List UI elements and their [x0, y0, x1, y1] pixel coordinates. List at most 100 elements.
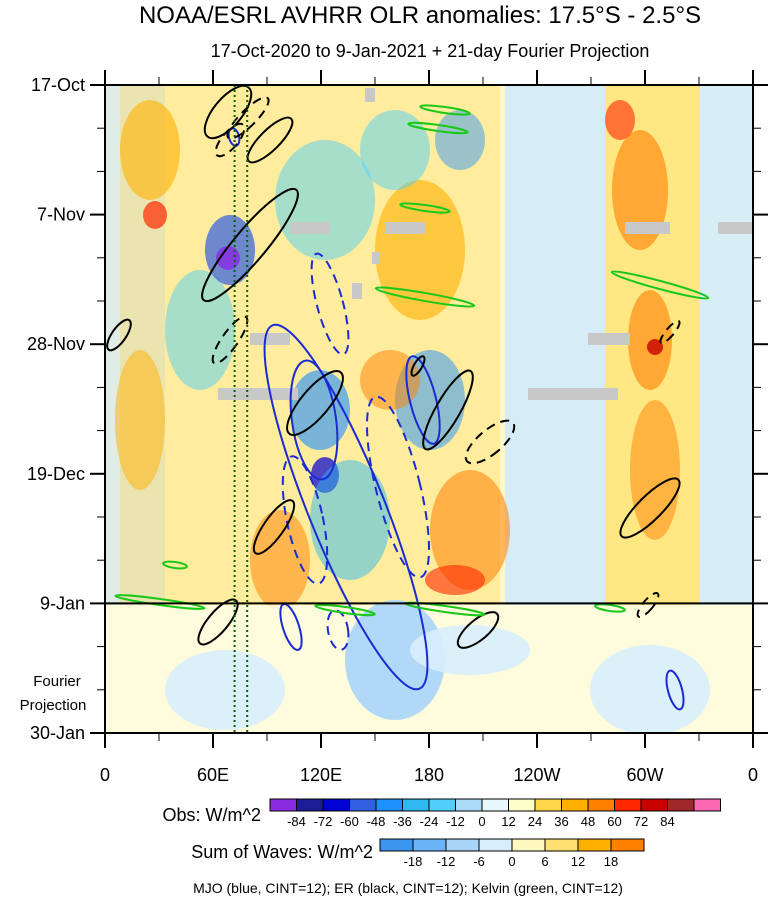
field-blob	[410, 625, 530, 675]
colorbar-label: 36	[554, 814, 568, 829]
colorbar-label: -12	[437, 854, 456, 869]
colorbar-label: 60	[607, 814, 621, 829]
colorbar-swatch	[561, 798, 589, 812]
field-blob	[290, 370, 350, 450]
colorbar-label: 48	[581, 814, 595, 829]
colorbar-swatch	[455, 798, 483, 812]
y-tick-label: 17-Oct	[31, 75, 85, 95]
colorbar-swatch	[577, 838, 612, 852]
waves-colorbar-label: Sum of Waves: W/m^2	[191, 842, 373, 862]
fourier-label-line2: Projection	[20, 697, 87, 714]
colorbar-label: -18	[404, 854, 423, 869]
field-blob	[435, 110, 485, 170]
colorbar-label: -36	[393, 814, 412, 829]
colorbar-swatch	[640, 798, 668, 812]
obs-colorbar: -84 -72 -60 -48 -36 -24 -12 0 12 24 36 48 60 72 84	[269, 798, 721, 829]
kelvin-contours	[114, 104, 710, 617]
waves-colorbar: -18 -12 -6 0 6 12 18	[379, 838, 645, 869]
field-blob	[120, 100, 180, 200]
x-tick-label: 60E	[197, 765, 229, 785]
field-blob	[430, 470, 510, 590]
er-contours	[106, 85, 681, 649]
colorbar-label: 6	[541, 854, 548, 869]
obs-colorbar-label: Obs: W/m^2	[163, 805, 261, 825]
y-tick-label: 7-Nov	[37, 205, 85, 225]
colorbar-swatch	[269, 798, 297, 812]
colorbar-label: 72	[634, 814, 648, 829]
colorbar-label: -6	[473, 854, 485, 869]
field-blob	[115, 350, 165, 490]
field-blob	[360, 350, 420, 410]
field-blob	[425, 565, 485, 595]
colorbar-label: 12	[501, 814, 515, 829]
colorbar-swatch	[667, 798, 695, 812]
field-blob	[360, 110, 430, 190]
field-blob	[143, 201, 167, 229]
colorbar-label: 0	[508, 854, 515, 869]
obs-anomaly-field	[105, 85, 753, 733]
plot-area	[105, 85, 753, 733]
x-tick-label: 180	[414, 765, 444, 785]
y-axis: 17-Oct 7-Nov 28-Nov 19-Dec 9-Jan 30-Jan	[27, 75, 768, 743]
colorbar-label: -84	[287, 814, 306, 829]
field-blob	[612, 130, 668, 250]
chart-subtitle: 17-Oct-2020 to 9-Jan-2021 + 21-day Fouri…	[211, 41, 650, 61]
field-blob	[590, 645, 710, 733]
colorbar-swatch	[511, 838, 546, 852]
colorbar-swatch	[544, 838, 579, 852]
y-tick-label: 28-Nov	[27, 334, 85, 354]
colorbar-label: 18	[604, 854, 618, 869]
x-tick-label: 0	[100, 765, 110, 785]
y-tick-label: 19-Dec	[27, 464, 85, 484]
colorbar-label: -12	[446, 814, 465, 829]
colorbar-label: 24	[528, 814, 542, 829]
field-blob	[165, 650, 285, 730]
colorbar-label: -60	[340, 814, 359, 829]
colorbar-swatch	[508, 798, 536, 812]
field-blob	[375, 180, 465, 320]
x-axis: 0 60E 120E 180 120W 60W 0	[100, 70, 758, 785]
colorbar-label: 12	[571, 854, 585, 869]
colorbar-swatch	[610, 838, 645, 852]
x-tick-label: 120E	[300, 765, 342, 785]
chart-title: NOAA/ESRL AVHRR OLR anomalies: 17.5°S - …	[139, 2, 701, 29]
field-blob	[165, 270, 235, 390]
field-blob	[700, 85, 753, 605]
colorbar-label: 0	[478, 814, 485, 829]
y-tick-label: 30-Jan	[30, 723, 85, 743]
colorbar-swatch	[296, 798, 324, 812]
colorbar-swatch	[481, 798, 509, 812]
missing-data	[218, 88, 753, 400]
x-tick-label: 60W	[626, 765, 663, 785]
colorbar-swatch	[349, 798, 377, 812]
field-blob	[250, 510, 310, 610]
y-tick-label: 9-Jan	[40, 593, 85, 613]
colorbar-swatch	[322, 798, 350, 812]
colorbar-label: -24	[420, 814, 439, 829]
colorbar-swatch	[445, 838, 480, 852]
field-blob	[628, 290, 672, 390]
field-blob	[310, 460, 390, 580]
colorbar-swatch	[375, 798, 403, 812]
x-tick-label: 0	[748, 765, 758, 785]
colorbar-swatch	[534, 798, 562, 812]
field-blob	[275, 140, 375, 260]
fourier-label-line1: Fourier	[33, 673, 81, 690]
field-blob	[345, 600, 445, 720]
colorbar-swatch	[614, 798, 642, 812]
x-tick-label: 120W	[513, 765, 560, 785]
field-blob	[647, 339, 663, 355]
field-blob	[605, 100, 635, 140]
colorbar-label: 84	[660, 814, 674, 829]
reference-lines	[233, 85, 249, 733]
colorbar-swatch	[693, 798, 721, 812]
colorbar-swatch	[478, 838, 513, 852]
colorbar-swatch	[587, 798, 615, 812]
colorbar-swatch	[379, 838, 414, 852]
colorbar-label: -48	[367, 814, 386, 829]
colorbar-swatch	[412, 838, 447, 852]
colorbar-swatch	[428, 798, 456, 812]
footnote: MJO (blue, CINT=12); ER (black, CINT=12)…	[193, 880, 623, 896]
colorbar-label: -72	[314, 814, 333, 829]
